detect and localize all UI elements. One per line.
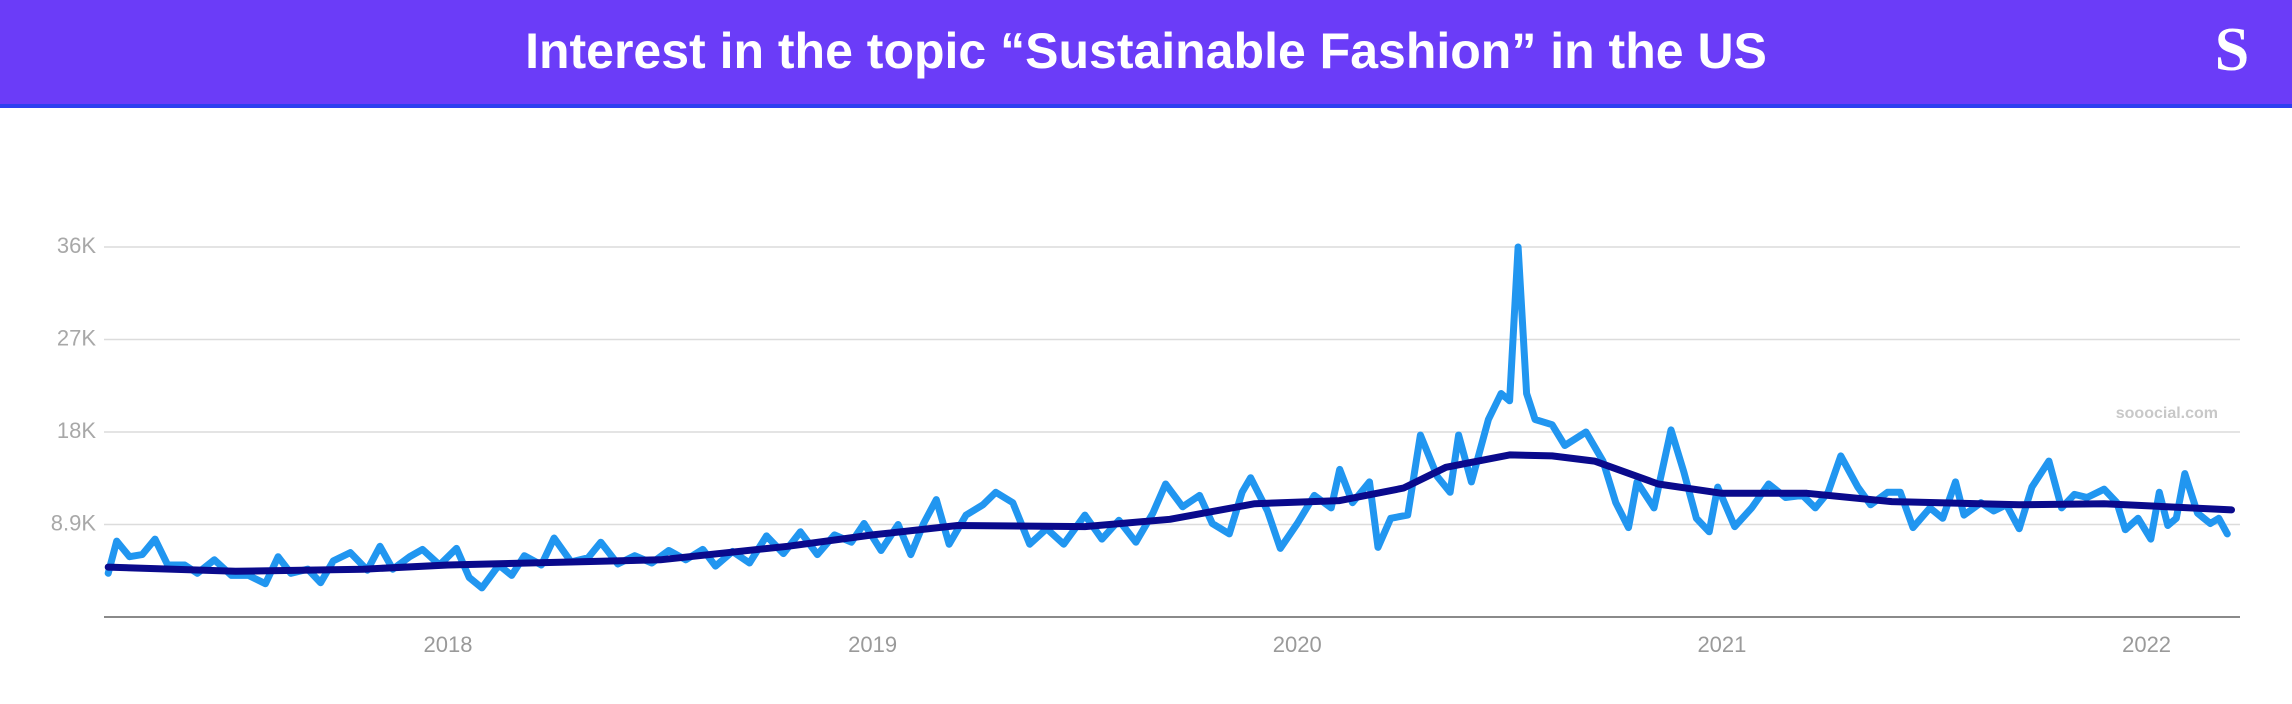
y-tick-label: 36K	[57, 233, 96, 258]
header-bar	[0, 0, 2292, 106]
watermark: sooocial.com	[2116, 405, 2218, 422]
y-tick-label: 27K	[57, 325, 96, 350]
x-tick-label: 2022	[2122, 632, 2171, 657]
x-tick-label: 2019	[848, 632, 897, 657]
header-border	[0, 104, 2292, 108]
line-series	[104, 451, 2235, 575]
y-tick-label: 18K	[57, 418, 96, 443]
x-tick-label: 2021	[1697, 632, 1746, 657]
logo: S	[2215, 16, 2249, 84]
x-tick-label: 2020	[1273, 632, 1322, 657]
page-title: Interest in the topic “Sustainable Fashi…	[525, 23, 1767, 79]
line-series	[104, 243, 2231, 592]
y-tick-label: 8.9K	[51, 510, 97, 535]
x-tick-label: 2018	[423, 632, 472, 657]
